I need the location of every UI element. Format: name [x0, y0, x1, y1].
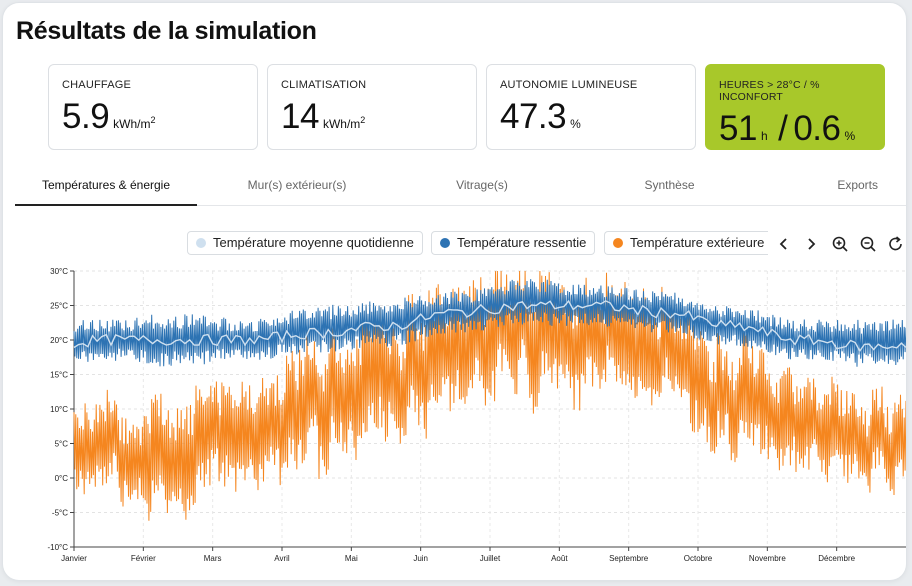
x-tick-label: Juin	[413, 554, 428, 563]
reset-zoom-button[interactable]	[885, 233, 906, 255]
legend-dot	[440, 238, 450, 248]
card-label: CHAUFFAGE	[62, 79, 132, 91]
tab-temperatures-energie[interactable]: Températures & énergie	[15, 164, 197, 206]
card-label: AUTONOMIE LUMINEUSE	[500, 79, 638, 91]
temperature-chart: 30°C 25°C 20°C 15°C 10°C 5°C 0°C -5°C -10°C Janvi…	[47, 267, 906, 563]
tab-bar: Températures & énergie Mur(s) extérieur(…	[15, 164, 906, 206]
series-temperature-moyenne	[73, 299, 906, 353]
card-separator: /	[778, 109, 788, 148]
card-unit: %	[570, 117, 581, 131]
x-tick-label: Novembre	[749, 554, 786, 563]
card-value-percent: 0.6	[793, 109, 841, 148]
tab-synthese[interactable]: Synthèse	[644, 178, 695, 192]
y-tick-label: 25°C	[50, 302, 68, 311]
card-label: HEURES > 28°C / % INCONFORT	[719, 79, 820, 103]
prev-page-button[interactable]	[773, 233, 795, 255]
legend-temperature-moyenne[interactable]: Température moyenne quotidienne	[187, 231, 423, 255]
y-tick-label: -5°C	[52, 509, 68, 518]
card-value-hours: 51	[719, 109, 757, 148]
zoom-in-button[interactable]	[829, 233, 851, 255]
x-tick-label: Septembre	[609, 554, 649, 563]
x-tick-label: Décembre	[818, 554, 855, 563]
card-label: CLIMATISATION	[281, 79, 367, 91]
x-tick-label: Juillet	[480, 554, 501, 563]
card-unit-hours: h	[760, 129, 768, 143]
next-page-button[interactable]	[800, 233, 822, 255]
card-value: 14	[281, 97, 319, 136]
legend-temperature-exterieure[interactable]: Température extérieure	[604, 231, 768, 255]
card-autonomie-lumineuse: AUTONOMIE LUMINEUSE 47.3%	[486, 64, 696, 150]
y-tick-label: 0°C	[55, 474, 69, 483]
tab-vitrages[interactable]: Vitrage(s)	[456, 178, 508, 192]
page-title: Résultats de la simulation	[16, 17, 317, 45]
card-chauffage: CHAUFFAGE 5.9 kWh/m2	[48, 64, 258, 150]
card-unit: kWh/m2	[322, 115, 366, 131]
x-tick-label: Février	[131, 554, 156, 563]
card-unit: kWh/m2	[113, 115, 156, 131]
y-tick-label: 10°C	[50, 405, 68, 414]
card-unit-percent: %	[844, 129, 856, 143]
legend-dot	[613, 238, 623, 248]
app-window: Résultats de la simulation CHAUFFAGE 5.9…	[3, 3, 906, 580]
legend-temperature-ressentie[interactable]: Température ressentie	[431, 231, 596, 255]
card-value: 5.9	[62, 97, 110, 136]
zoom-in-icon	[832, 236, 848, 252]
zoom-out-button[interactable]	[857, 233, 879, 255]
y-tick-label: 30°C	[50, 267, 68, 276]
x-tick-label: Avril	[274, 554, 290, 563]
card-climatisation: CLIMATISATION 14 kWh/m2	[267, 64, 477, 150]
chevron-left-icon	[779, 238, 787, 250]
card-heures-inconfort: HEURES > 28°C / % INCONFORT 51 h /0.6%	[705, 64, 885, 150]
tab-exports[interactable]: Exports	[837, 178, 878, 192]
legend-dot	[196, 238, 206, 248]
x-tick-label: Mai	[345, 554, 358, 563]
zoom-out-icon	[860, 236, 876, 252]
card-value: 47.3	[500, 97, 567, 136]
x-tick-label: Octobre	[684, 554, 713, 563]
x-tick-label: Mars	[204, 554, 222, 563]
reset-icon	[889, 236, 902, 251]
tab-murs-exterieurs[interactable]: Mur(s) extérieur(s)	[247, 178, 347, 192]
y-tick-label: -10°C	[47, 543, 68, 552]
y-tick-label: 5°C	[55, 440, 69, 449]
x-tick-label: Janvier	[61, 554, 87, 563]
y-tick-label: 15°C	[50, 371, 68, 380]
chevron-right-icon	[808, 238, 816, 250]
y-tick-label: 20°C	[50, 336, 68, 345]
x-tick-label: Août	[551, 554, 568, 563]
series-temperature-ressentie	[73, 279, 906, 367]
